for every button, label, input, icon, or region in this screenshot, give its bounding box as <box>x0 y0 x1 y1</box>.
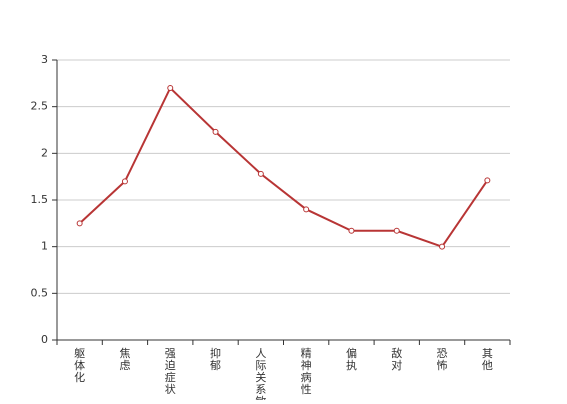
x-tick-label: 抑郁 <box>210 346 221 372</box>
y-tick-label: 0.5 <box>31 286 49 299</box>
point <box>348 227 355 234</box>
x-tick-label: 人际关系敏感 <box>255 347 266 400</box>
x-tick-label: 强迫症状 <box>165 347 176 396</box>
y-tick-label: 1.5 <box>31 193 49 206</box>
y-tick-label: 1 <box>41 240 48 253</box>
x-tick-label: 恐怖 <box>437 347 448 372</box>
x-tick-label: 焦虑 <box>119 347 130 372</box>
point <box>121 178 128 185</box>
y-tick-label: 2.5 <box>31 100 49 113</box>
x-tick-label: 其他 <box>482 347 493 372</box>
point <box>76 220 83 227</box>
point <box>167 85 174 91</box>
point <box>257 170 264 177</box>
point <box>303 206 310 213</box>
x-tick-label: 敌对 <box>391 346 402 372</box>
x-tick-label: 精神病性 <box>301 347 312 396</box>
point <box>439 243 446 250</box>
point <box>484 177 491 184</box>
series-line <box>78 86 489 248</box>
point <box>212 128 219 135</box>
y-tick-label: 3 <box>41 53 48 66</box>
y-tick-label: 2 <box>41 146 48 159</box>
x-tick-label: 躯体化 <box>74 347 85 384</box>
y-tick-label: 0 <box>41 333 48 346</box>
point <box>393 227 400 234</box>
x-tick-label: 偏执 <box>346 346 357 372</box>
